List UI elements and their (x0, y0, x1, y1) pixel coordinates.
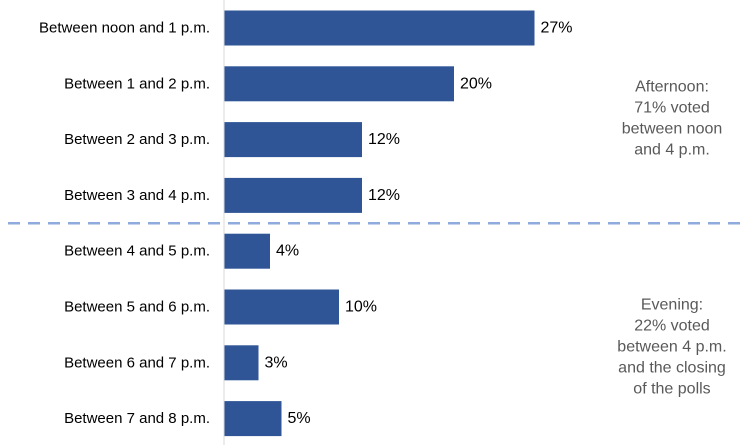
category-label: Between 7 and 8 p.m. (64, 410, 210, 427)
category-label: Between 3 and 4 p.m. (64, 187, 210, 204)
bar-7 (224, 401, 282, 437)
annotation-line: 71% voted (634, 100, 710, 117)
category-label: Between 2 and 3 p.m. (64, 131, 210, 148)
bars-group (224, 10, 535, 437)
category-label: Between 6 and 7 p.m. (64, 354, 210, 371)
value-label: 3% (265, 354, 288, 371)
annotation-line: Afternoon: (635, 79, 709, 96)
value-label: 10% (345, 299, 377, 316)
value-label: 27% (541, 20, 573, 37)
annotation-line: of the polls (633, 381, 710, 398)
annotation-line: Evening: (641, 297, 703, 314)
annotation-line: 22% voted (634, 318, 710, 335)
bar-5 (224, 289, 339, 325)
annotation-evening: Evening: 22% voted between 4 p.m. and the c… (617, 297, 726, 398)
value-labels: 27% 20% 12% 12% 4% 10% 3% 5% (265, 20, 573, 428)
annotation-line: between 4 p.m. (617, 339, 726, 356)
category-label: Between 5 and 6 p.m. (64, 299, 210, 316)
bar-4 (224, 233, 270, 269)
category-label: Between 1 and 2 p.m. (64, 75, 210, 92)
annotations: Afternoon: 71% voted between noon and 4 p.m… (617, 79, 726, 398)
bar-2 (224, 122, 362, 158)
value-label: 12% (368, 131, 400, 148)
bar-3 (224, 177, 362, 213)
value-label: 4% (276, 243, 299, 260)
category-label: Between noon and 1 p.m. (39, 20, 210, 37)
bar-1 (224, 66, 454, 102)
bar-6 (224, 345, 259, 381)
category-labels: Between noon and 1 p.m. Between 1 and 2 p… (39, 20, 210, 428)
annotation-line: between noon (622, 121, 723, 138)
annotation-afternoon: Afternoon: 71% voted between noon and 4 p.m… (622, 79, 723, 159)
annotation-line: and 4 p.m. (634, 142, 710, 159)
value-label: 5% (288, 410, 311, 427)
bar-0 (224, 10, 535, 46)
value-label: 20% (460, 75, 492, 92)
category-label: Between 4 and 5 p.m. (64, 243, 210, 260)
value-label: 12% (368, 187, 400, 204)
annotation-line: and the closing (618, 360, 726, 377)
